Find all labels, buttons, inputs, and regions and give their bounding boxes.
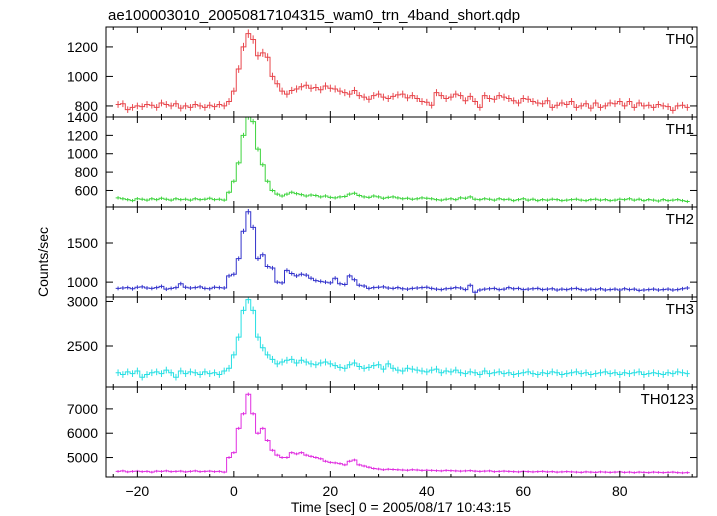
y-tick-label: 1500 <box>67 235 98 251</box>
x-tick-label: −20 <box>125 483 149 499</box>
y-tick-label: 1000 <box>67 68 98 84</box>
series-th1 <box>115 116 690 204</box>
y-tick-label: 7000 <box>67 401 98 417</box>
y-tick-label: 1000 <box>67 146 98 162</box>
panel-th0123: 5000 6000 7000 TH0123 <box>67 386 698 478</box>
panel-frame <box>105 116 698 208</box>
panel-label-th2: TH2 <box>666 211 694 228</box>
y-tick-label: 800 <box>75 164 99 180</box>
x-tick-label: 40 <box>419 483 435 499</box>
series-th3 <box>115 297 690 381</box>
y-tick-label: 1200 <box>67 127 98 143</box>
series-th0123 <box>115 392 690 475</box>
x-tick-label: 60 <box>516 483 532 499</box>
panel-label-th1: TH1 <box>666 121 694 138</box>
y-tick-label: 5000 <box>67 450 98 466</box>
y-tick-label: 1200 <box>67 39 98 55</box>
y-tick-label: 6000 <box>67 425 98 441</box>
x-axis-label: Time [sec] 0 = 2005/08/17 10:43:15 <box>291 499 511 515</box>
chart-title: ae100003010_20050817104315_wam0_trn_4ban… <box>108 7 520 24</box>
panel-label-th0123: TH0123 <box>641 391 694 408</box>
x-tick-label: 20 <box>323 483 339 499</box>
series-th2 <box>115 208 690 295</box>
series-th0 <box>115 29 690 114</box>
y-tick-label: 3000 <box>67 293 98 309</box>
y-tick-label: 1000 <box>67 274 98 290</box>
panel-th1: 600 800 1000 1200 1400 TH1 <box>67 109 698 208</box>
series-line-th0123 <box>115 393 690 474</box>
panel-th0: 800 1000 1200 TH0 <box>67 26 698 118</box>
panel-frame <box>105 206 698 298</box>
y-tick-label: 600 <box>75 182 99 198</box>
series-line-th1 <box>115 116 690 202</box>
panel-label-th3: TH3 <box>666 301 694 318</box>
panel-th3: 2500 3000 TH3 <box>67 293 698 388</box>
panel-th2: 1000 1500 TH2 <box>67 206 698 298</box>
y-tick-label: 2500 <box>67 338 98 354</box>
y-tick-label: 1400 <box>67 109 98 125</box>
y-axis-label: Counts/sec <box>35 227 51 297</box>
y-tick-label: 800 <box>75 98 99 114</box>
x-tick-label: 0 <box>230 483 238 499</box>
panel-frame <box>105 386 698 478</box>
series-line-th2 <box>115 211 690 293</box>
x-tick-label: 80 <box>612 483 628 499</box>
panel-frame <box>105 26 698 118</box>
series-line-th0 <box>115 33 690 111</box>
series-line-th3 <box>115 299 690 378</box>
panel-label-th0: TH0 <box>666 31 694 48</box>
